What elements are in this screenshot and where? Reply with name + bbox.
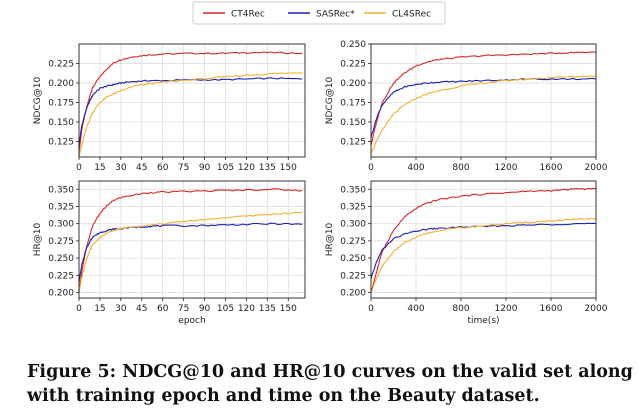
series-line-cl4srec (78, 211, 303, 293)
x-tick-label: 150 (280, 304, 297, 314)
y-tick-label: 0.250 (48, 254, 74, 264)
series-line-ct4rec (370, 187, 597, 293)
y-tick-label: 0.200 (48, 288, 74, 298)
y-tick-label: 0.125 (48, 137, 74, 147)
panel-top-left: 0 15 30 45 60 75 90 105 120 135 150 0.125 0.150 0.175… (33, 43, 306, 173)
x-tick-label: 15 (94, 163, 105, 173)
x-tick-label: 1600 (540, 304, 563, 314)
legend-frame (192, 1, 446, 25)
x-tick-label: 105 (217, 304, 234, 314)
panel-bottom-right: 0 400 800 1200 1600 2000 0.200 0.225 0.250 0.275 0… (325, 180, 608, 326)
x-tick-label: 0 (368, 163, 374, 173)
y-tick-label: 0.225 (48, 271, 74, 281)
y-tick-label: 0.275 (48, 237, 74, 247)
x-tick-label: 800 (452, 304, 469, 314)
x-tick-label: 75 (178, 304, 189, 314)
x-tick-label: 90 (199, 163, 211, 173)
x-axis-label: time(s) (467, 316, 499, 326)
x-tick-label: 45 (136, 163, 147, 173)
x-tick-label: 0 (76, 304, 82, 314)
x-tick-label: 800 (452, 163, 469, 173)
figure: CT4Rec SASRec* CL4SRec 0 15 30 45 60 75 90 105 1… (33, 1, 608, 326)
y-tick-label: 0.200 (48, 79, 74, 89)
x-tick-label: 135 (259, 163, 276, 173)
x-tick-label: 0 (76, 163, 82, 173)
y-tick-label: 0.325 (340, 202, 366, 212)
y-tick-label: 0.225 (48, 59, 74, 69)
y-tick-label: 0.350 (48, 185, 74, 195)
y-tick-label: 0.150 (340, 118, 366, 128)
series-line-sasrec (370, 77, 597, 138)
x-tick-label: 1600 (540, 163, 563, 173)
series-line-cl4srec (78, 72, 303, 158)
y-tick-label: 0.300 (48, 220, 74, 230)
x-tick-label: 400 (407, 304, 424, 314)
series-line-cl4srec (370, 75, 597, 154)
plot-frame (370, 43, 597, 158)
y-tick-label: 0.175 (340, 98, 366, 108)
x-tick-label: 1200 (495, 163, 518, 173)
legend-label-sasrec: SASRec* (316, 10, 355, 20)
series-line-cl4srec (370, 217, 597, 293)
y-tick-label: 0.125 (340, 137, 366, 147)
x-tick-label: 135 (259, 304, 276, 314)
x-tick-label: 120 (238, 163, 255, 173)
plot-frame (78, 180, 306, 299)
x-tick-label: 150 (280, 163, 297, 173)
y-tick-label: 0.150 (48, 118, 74, 128)
x-tick-label: 120 (238, 304, 255, 314)
figure-caption: Figure 5: NDCG@10 and HR@10 curves on th… (27, 360, 633, 408)
x-tick-label: 60 (157, 163, 169, 173)
x-tick-label: 45 (136, 304, 147, 314)
y-tick-label: 0.250 (340, 40, 366, 50)
x-tick-label: 1200 (495, 304, 518, 314)
legend: CT4Rec SASRec* CL4SRec (192, 1, 446, 25)
x-tick-label: 2000 (585, 163, 608, 173)
legend-label-ct4rec: CT4Rec (231, 10, 265, 20)
x-tick-label: 2000 (585, 304, 608, 314)
y-tick-label: 0.275 (340, 237, 366, 247)
x-tick-label: 90 (199, 304, 211, 314)
y-tick-label: 0.200 (340, 288, 366, 298)
panel-bottom-left: 0 15 30 45 60 75 90 105 120 135 150 0.200 0.225 0.250… (33, 180, 306, 326)
y-tick-label: 0.250 (340, 254, 366, 264)
y-tick-label: 0.350 (340, 185, 366, 195)
plot-frame (370, 180, 597, 299)
legend-label-cl4srec: CL4SRec (392, 10, 431, 20)
y-tick-label: 0.225 (340, 59, 366, 69)
plot-frame (78, 43, 306, 158)
series-line-sasrec (78, 222, 303, 283)
y-axis-label: NDCG@10 (325, 77, 335, 125)
y-axis-label: HR@10 (325, 222, 335, 256)
caption-line-2: with training epoch and time on the Beau… (27, 386, 540, 406)
y-tick-label: 0.200 (340, 79, 366, 89)
y-tick-label: 0.325 (48, 202, 74, 212)
panel-top-right: 0 400 800 1200 1600 2000 0.125 0.150 0.175 0.200 0… (325, 40, 608, 173)
series-line-ct4rec (370, 51, 597, 146)
series-line-sasrec (370, 222, 597, 279)
y-axis-label: HR@10 (33, 222, 43, 256)
y-axis-label: NDCG@10 (33, 77, 43, 125)
x-tick-label: 0 (368, 304, 374, 314)
x-tick-label: 30 (115, 163, 127, 173)
x-tick-label: 30 (115, 304, 127, 314)
series-line-sasrec (78, 77, 303, 146)
caption-line-1: Figure 5: NDCG@10 and HR@10 curves on th… (27, 362, 633, 382)
x-tick-label: 15 (94, 304, 105, 314)
x-tick-label: 105 (217, 163, 234, 173)
x-axis-label: epoch (178, 316, 205, 326)
x-tick-label: 400 (407, 163, 424, 173)
x-tick-label: 60 (157, 304, 169, 314)
x-tick-label: 75 (178, 163, 189, 173)
series-line-ct4rec (78, 51, 303, 154)
series-line-ct4rec (78, 188, 303, 293)
y-tick-label: 0.175 (48, 98, 74, 108)
y-tick-label: 0.225 (340, 271, 366, 281)
y-tick-label: 0.300 (340, 220, 366, 230)
